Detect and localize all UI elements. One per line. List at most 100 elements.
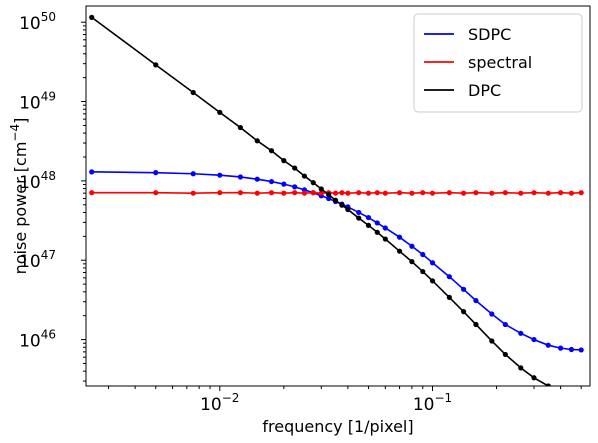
data-point-SDPC — [237, 174, 243, 180]
data-point-SDPC — [578, 347, 584, 353]
data-point-DPC — [89, 14, 95, 20]
data-point-spectral — [318, 190, 324, 196]
data-point-DPC — [531, 375, 537, 381]
series-DPC — [89, 14, 584, 398]
data-point-SDPC — [409, 243, 415, 249]
data-point-SDPC — [531, 336, 537, 343]
y-axis-label: noise power [cm−4] — [8, 118, 30, 275]
data-point-spectral — [153, 190, 159, 196]
data-point-spectral — [254, 190, 260, 196]
data-point-spectral — [292, 190, 298, 196]
y-tick-label: 1049 — [19, 90, 56, 114]
data-point-SDPC — [396, 234, 403, 240]
data-point-DPC — [396, 248, 403, 254]
data-point-DPC — [237, 124, 243, 131]
data-point-DPC — [446, 294, 452, 301]
data-point-DPC — [382, 236, 388, 242]
y-axis-label-close: ] — [11, 118, 30, 124]
data-point-DPC — [326, 192, 332, 198]
data-point-DPC — [318, 186, 324, 192]
data-point-SDPC — [254, 176, 260, 182]
series-spectral — [89, 190, 584, 196]
data-point-SDPC — [446, 274, 452, 280]
data-point-DPC — [569, 392, 574, 397]
data-point-DPC — [579, 393, 584, 398]
data-point-SDPC — [382, 225, 388, 231]
data-point-SDPC — [420, 251, 426, 258]
data-point-DPC — [339, 202, 345, 208]
data-point-DPC — [429, 278, 436, 284]
data-point-spectral — [365, 190, 372, 196]
data-point-DPC — [460, 309, 467, 315]
data-point-DPC — [518, 365, 524, 371]
data-point-DPC — [558, 389, 563, 394]
data-point-spectral — [374, 190, 380, 196]
data-point-SDPC — [268, 178, 275, 185]
y-axis-ticks: 1046 1047 1048 1049 1050 — [19, 10, 86, 382]
data-point-SDPC — [292, 184, 298, 190]
data-point-DPC — [153, 62, 159, 68]
data-point-SDPC — [502, 321, 508, 328]
series-SDPC — [89, 169, 584, 353]
data-point-SDPC — [473, 297, 479, 304]
data-point-spectral — [332, 190, 339, 196]
data-point-spectral — [489, 190, 495, 196]
data-point-SDPC — [518, 330, 524, 336]
data-point-DPC — [332, 197, 339, 203]
data-point-spectral — [578, 190, 584, 196]
legend-label-DPC: DPC — [468, 81, 501, 100]
data-point-SDPC — [429, 260, 436, 266]
data-point-DPC — [301, 173, 308, 179]
data-point-SDPC — [190, 171, 196, 177]
data-point-SDPC — [374, 220, 380, 226]
x-axis-label: frequency [1/pixel] — [262, 417, 413, 436]
data-point-SDPC — [356, 209, 362, 216]
data-point-spectral — [356, 190, 362, 196]
data-point-spectral — [190, 190, 196, 196]
legend-box — [413, 13, 583, 113]
data-point-SDPC — [568, 346, 575, 353]
data-point-SDPC — [89, 169, 95, 175]
y-tick-label: 1047 — [19, 248, 56, 272]
data-point-spectral — [237, 190, 243, 196]
data-point-spectral — [446, 190, 452, 196]
y-tick-label: 1050 — [19, 10, 56, 34]
data-point-DPC — [254, 138, 260, 144]
data-point-SDPC — [489, 311, 495, 317]
data-point-DPC — [409, 259, 415, 265]
data-point-spectral — [217, 190, 223, 196]
series-layer — [89, 14, 584, 398]
data-point-SDPC — [460, 286, 467, 292]
data-point-DPC — [374, 229, 380, 235]
data-point-DPC — [281, 158, 287, 164]
y-tick-label: 1046 — [19, 328, 56, 352]
data-point-SDPC — [281, 181, 287, 187]
data-point-DPC — [356, 215, 362, 221]
y-axis-label-main: noise power [cm — [11, 142, 30, 275]
data-point-spectral — [301, 190, 308, 196]
y-tick-label: 1048 — [19, 169, 56, 193]
data-point-spectral — [345, 190, 351, 196]
data-point-spectral — [557, 190, 564, 196]
data-point-spectral — [382, 190, 388, 196]
data-point-DPC — [268, 148, 275, 154]
data-point-spectral — [89, 190, 95, 196]
data-point-DPC — [473, 321, 479, 328]
data-point-DPC — [545, 383, 551, 386]
data-point-spectral — [531, 190, 537, 196]
data-point-spectral — [518, 190, 524, 196]
data-point-DPC — [310, 180, 316, 186]
data-point-spectral — [281, 190, 287, 196]
data-point-DPC — [502, 351, 508, 358]
data-point-spectral — [460, 190, 467, 196]
data-point-DPC — [292, 165, 298, 171]
data-point-spectral — [420, 190, 426, 196]
data-point-SDPC — [326, 195, 332, 202]
data-point-spectral — [502, 190, 508, 196]
data-point-spectral — [310, 190, 316, 196]
x-tick-label: 10−2 — [200, 391, 239, 415]
data-point-DPC — [217, 109, 223, 115]
data-point-spectral — [568, 190, 575, 196]
data-point-spectral — [339, 190, 345, 196]
